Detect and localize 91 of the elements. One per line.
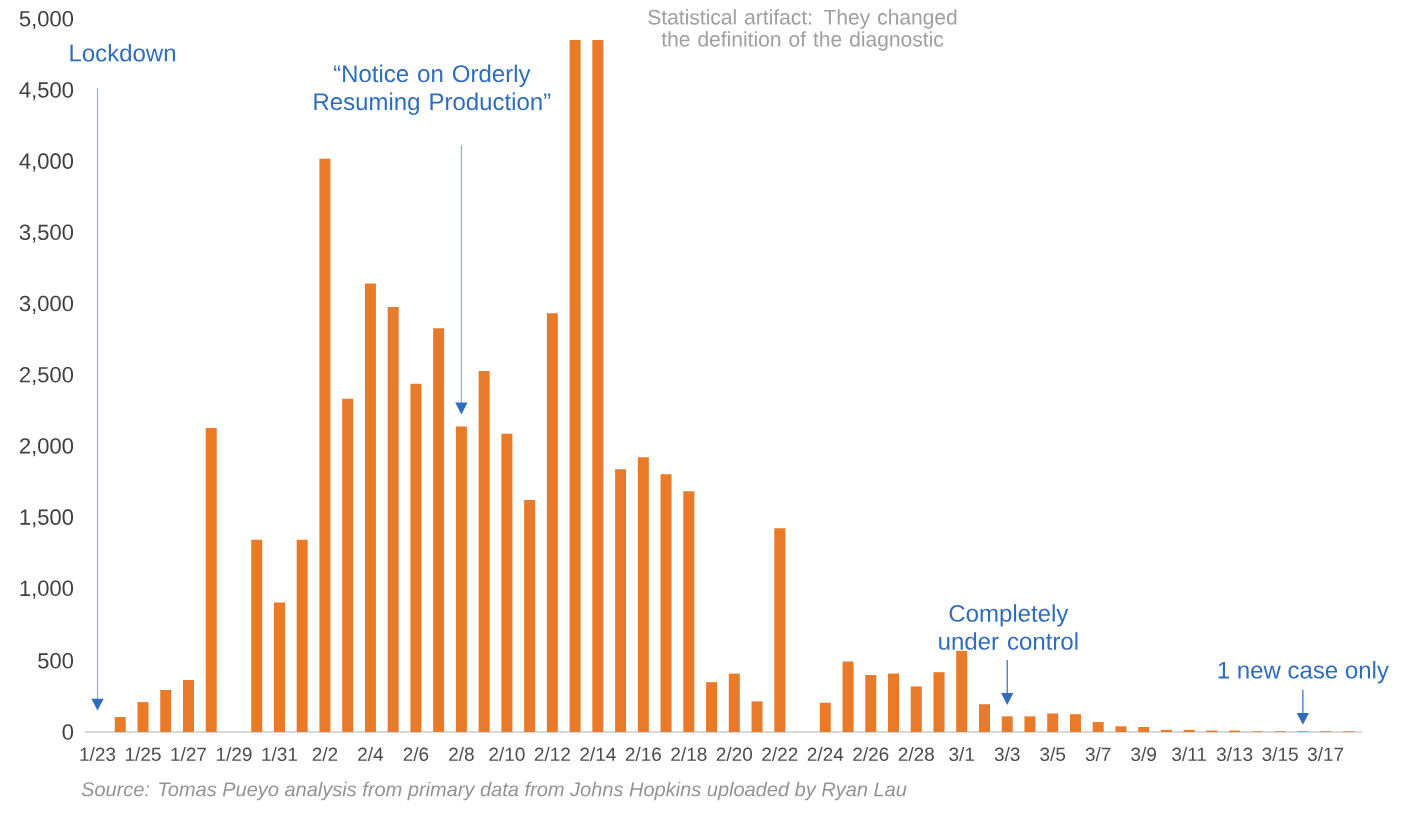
bar — [251, 539, 263, 732]
bar — [1024, 716, 1036, 732]
bar — [1001, 716, 1013, 732]
x-tick-label: 3/15 — [1262, 747, 1298, 762]
bar — [160, 689, 172, 732]
bar — [865, 675, 877, 732]
x-tick-label: 2/14 — [580, 747, 616, 762]
x-tick-label: 1/29 — [216, 747, 252, 762]
bar — [637, 457, 649, 732]
x-tick-label: 3/3 — [994, 747, 1020, 762]
bar — [387, 306, 399, 732]
annotation: Lockdown — [70, 43, 175, 62]
bar — [1092, 722, 1104, 732]
x-tick-label: 1/31 — [262, 747, 297, 762]
bar — [342, 398, 354, 732]
x-tick-label: 2/8 — [449, 747, 474, 762]
bar — [524, 499, 536, 732]
x-tick-label: 3/13 — [1216, 747, 1253, 762]
bar — [410, 383, 422, 732]
x-tick-label: 2/24 — [807, 747, 844, 762]
y-tick-label: 1,000 — [20, 580, 74, 599]
bar — [819, 702, 831, 732]
y-tick-label: 4,000 — [19, 153, 74, 172]
y-tick-label: 4,500 — [19, 82, 74, 101]
x-tick-label: 2/4 — [358, 747, 384, 762]
bar — [1115, 726, 1127, 732]
bar — [182, 680, 194, 732]
x-tick-label: 2/12 — [534, 747, 570, 762]
y-tick-label: 5,000 — [19, 10, 74, 30]
bar — [842, 661, 854, 732]
x-tick-label: 2/28 — [898, 747, 934, 762]
annotation: 1 new case only — [1218, 661, 1389, 684]
annotation: Completely under control — [939, 604, 1078, 650]
y-tick-label: 3,000 — [19, 295, 74, 314]
bar — [273, 602, 285, 732]
y-tick-label: 2,500 — [19, 366, 74, 386]
bar — [433, 328, 445, 732]
bar — [660, 474, 672, 732]
x-tick-label: 2/6 — [403, 747, 429, 762]
annotation: “Notice on Orderly Resuming Production” — [314, 64, 551, 115]
bar — [205, 427, 217, 732]
y-tick-label: 3,500 — [19, 224, 74, 243]
x-tick-label: 3/11 — [1172, 747, 1207, 762]
x-tick-label: 3/5 — [1040, 747, 1066, 762]
x-tick-label: 2/26 — [853, 747, 889, 762]
y-tick-label: 0 — [62, 724, 74, 740]
bar — [501, 433, 513, 732]
y-tick-label: 500 — [38, 653, 74, 669]
bar — [319, 158, 331, 732]
bar — [774, 528, 786, 732]
bar — [114, 717, 126, 732]
bar — [1183, 729, 1195, 732]
bar — [296, 539, 308, 732]
x-tick-label: 2/10 — [489, 747, 525, 762]
bar — [1160, 729, 1172, 732]
x-tick-label: 3/17 — [1307, 747, 1344, 762]
x-tick-label: 2/20 — [716, 747, 753, 762]
x-tick-label: 2/22 — [762, 747, 798, 762]
x-tick-label: 2/2 — [312, 747, 338, 762]
bar — [706, 682, 718, 732]
x-tick-label: 1/23 — [80, 747, 116, 762]
x-tick-label: 2/18 — [671, 747, 707, 762]
x-tick-label: 3/1 — [949, 747, 974, 762]
bar — [888, 673, 899, 732]
x-tick-label: 1/25 — [125, 747, 161, 762]
bar — [1047, 713, 1059, 732]
annotation: Statistical artifact: They changed the definition of the diagnostic — [648, 9, 957, 51]
y-tick-label: 1,500 — [20, 509, 74, 528]
bar — [978, 704, 990, 732]
bar — [933, 672, 945, 732]
x-tick-label: 1/27 — [171, 747, 207, 762]
bar — [592, 39, 604, 732]
bar — [956, 650, 968, 732]
bar — [364, 283, 376, 732]
y-tick-label: 2,000 — [19, 438, 74, 457]
bar — [683, 491, 695, 732]
bar — [546, 313, 558, 732]
bar — [751, 701, 763, 732]
bar — [728, 673, 740, 732]
x-tick-label: 3/7 — [1085, 747, 1111, 762]
bar — [910, 686, 922, 732]
bar — [1138, 727, 1150, 732]
bar — [569, 39, 581, 732]
bar — [615, 469, 627, 732]
bar — [455, 426, 467, 732]
source-note: Source: Tomas Pueyo analysis from primary data from Johns Hopkins uploaded by Ryan Lau — [81, 781, 907, 801]
bar — [1069, 714, 1081, 732]
bar — [137, 702, 149, 732]
bar — [478, 371, 490, 732]
x-tick-label: 2/16 — [625, 747, 661, 762]
x-tick-label: 3/9 — [1131, 747, 1156, 762]
